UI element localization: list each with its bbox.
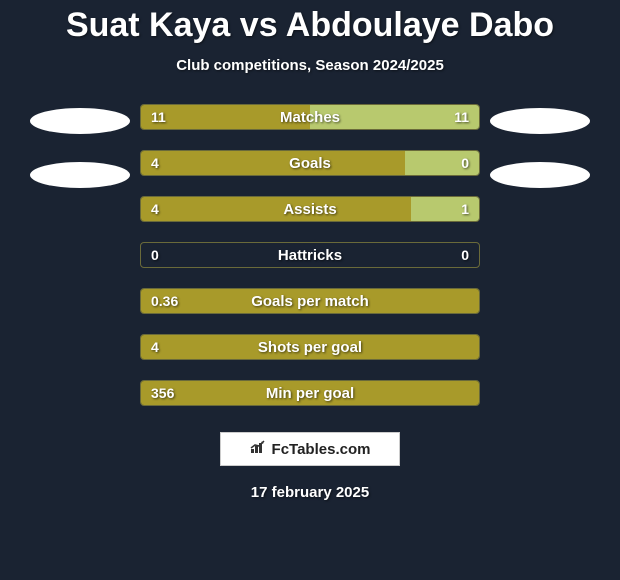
player-avatar-placeholder <box>30 162 130 188</box>
player-avatar-placeholder <box>490 162 590 188</box>
stat-label: Min per goal <box>141 381 479 405</box>
stat-label: Shots per goal <box>141 335 479 359</box>
watermark-badge: FcTables.com <box>220 432 400 466</box>
page-title: Suat Kaya vs Abdoulaye Dabo <box>66 6 554 45</box>
stat-label: Goals <box>141 151 479 175</box>
stat-row: 0.36Goals per match <box>140 288 480 314</box>
stat-row: 00Hattricks <box>140 242 480 268</box>
left-avatar-column <box>20 104 140 188</box>
watermark-text: FcTables.com <box>272 441 371 458</box>
stat-row: 40Goals <box>140 150 480 176</box>
stat-row: 356Min per goal <box>140 380 480 406</box>
comparison-bars: 1111Matches 40Goals 41Assists 00Hattricks 0.… <box>140 104 480 406</box>
stat-label: Hattricks <box>141 243 479 267</box>
footer-date: 17 february 2025 <box>251 484 369 501</box>
stat-row: 41Assists <box>140 196 480 222</box>
chart-area: 1111Matches 40Goals 41Assists 00Hattricks 0.… <box>0 104 620 406</box>
stat-row: 4Shots per goal <box>140 334 480 360</box>
player-avatar-placeholder <box>30 108 130 134</box>
right-avatar-column <box>480 104 600 188</box>
stat-label: Assists <box>141 197 479 221</box>
stat-label: Goals per match <box>141 289 479 313</box>
stat-label: Matches <box>141 105 479 129</box>
root-container: Suat Kaya vs Abdoulaye Dabo Club competi… <box>0 0 620 580</box>
stat-row: 1111Matches <box>140 104 480 130</box>
chart-icon <box>250 438 268 459</box>
page-subtitle: Club competitions, Season 2024/2025 <box>176 57 444 74</box>
player-avatar-placeholder <box>490 108 590 134</box>
